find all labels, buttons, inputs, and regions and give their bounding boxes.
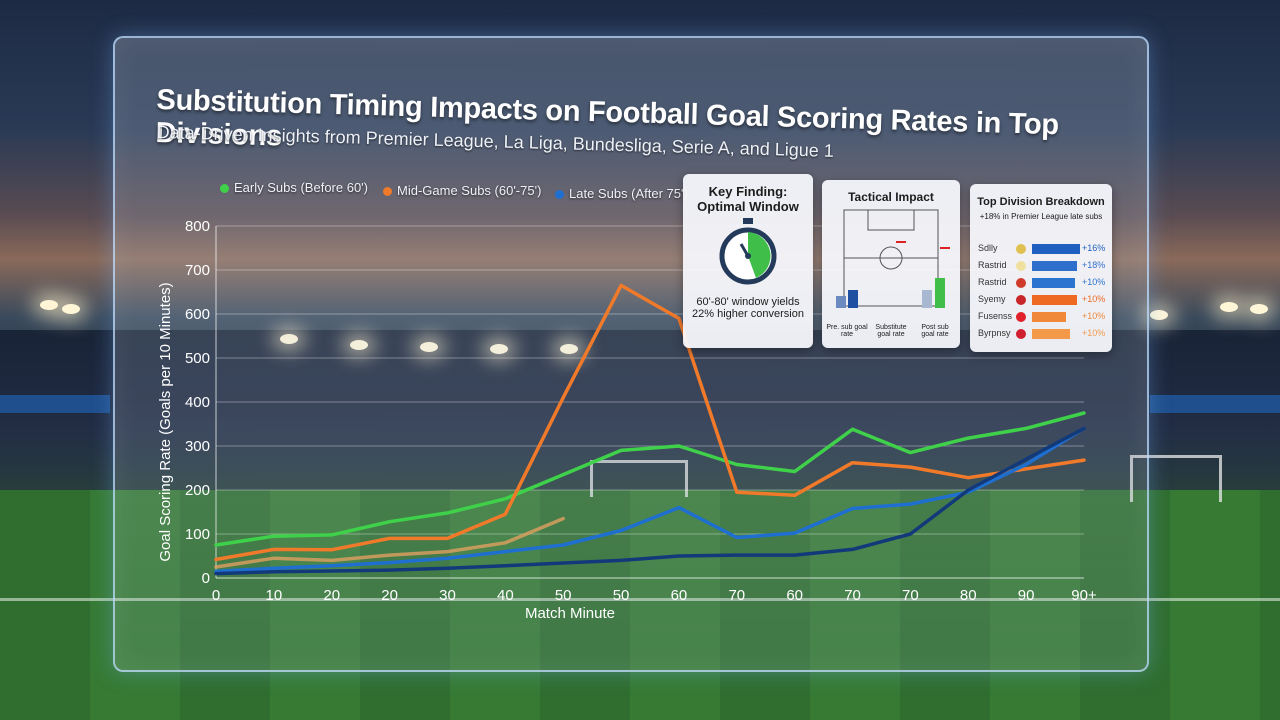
breakdown-row: Rastrid +18% [978,259,1106,273]
legend-label-early: Early Subs (Before 60') [234,180,368,195]
breakdown-team: Rastrid [978,277,1007,287]
ad-board-left [0,395,110,413]
breakdown-row: Rastrid +10% [978,276,1106,290]
y-tick-label: 700 [185,262,210,279]
tactical-title: Tactical Impact [848,190,934,204]
series-line-mid [214,283,1086,562]
key-finding-title-2: Optimal Window [697,199,799,214]
x-axis-label: Match Minute [525,605,615,622]
key-finding-title-1: Key Finding: [708,184,788,199]
y-tick-label: 400 [185,394,210,411]
key-finding-line-2: 22% higher conversion [692,308,804,320]
tactical-pitch-diagram [836,209,950,308]
y-tick-label: 0 [202,570,210,587]
tactical-label-pre: Pre. sub goal rate [826,324,868,338]
key-finding-line-1: 60'-80' window yields [696,296,800,308]
breakdown-note: +18% in Premier League late subs [979,212,1103,221]
club-crest-icon [1016,329,1026,339]
breakdown-team: Rastrid [978,260,1007,270]
legend-item-late: Late Subs (After 75') [555,186,688,201]
x-tick-label: 70 [902,587,919,604]
club-crest-icon [1016,295,1026,305]
x-tick-label: 60 [786,587,803,604]
breakdown-bar [1032,295,1077,305]
legend-item-early: Early Subs (Before 60') [220,180,368,195]
x-tick-label: 50 [613,587,630,604]
x-tick-label: 30 [439,587,456,604]
breakdown-bar [1032,261,1077,271]
y-tick-label: 100 [185,526,210,543]
y-tick-label: 200 [185,482,210,499]
breakdown-row: Syemy +10% [978,293,1106,307]
chart-legend: Early Subs (Before 60') Mid-Game Subs (6… [220,180,700,210]
tactical-labels: Pre. sub goal rate Substitute goal rate … [826,324,956,346]
breakdown-value: +10% [1082,311,1106,321]
x-tick-label: 20 [381,587,398,604]
x-tick-label: 20 [323,587,340,604]
breakdown-team: Syemy [978,294,1006,304]
breakdown-team: Sdlly [978,243,998,253]
x-tick-label: 40 [497,587,514,604]
y-tick-label: 500 [185,350,210,367]
x-tick-label: 90+ [1071,587,1097,604]
breakdown-row: Byrpnsy +10% [978,327,1106,341]
key-finding-card: Key Finding: Optimal Window 60'-80' wind… [683,174,813,348]
pitch-line [0,598,1280,601]
breakdown-value: +10% [1082,294,1106,304]
x-tick-label: 70 [728,587,745,604]
y-tick-label: 300 [185,438,210,455]
breakdown-row: Fusenss +10% [978,310,1106,324]
x-tick-label: 10 [266,587,283,604]
x-tick-label: 0 [212,587,220,604]
stopwatch-icon [719,218,777,285]
stadium-stands [0,330,1280,500]
y-axis-label: Goal Scoring Rate (Goals per 10 Minutes) [157,282,174,561]
breakdown-bar [1032,244,1080,254]
goal-post-right [1130,455,1222,502]
breakdown-title: Top Division Breakdown [977,196,1105,208]
pitch [0,490,1280,720]
tactical-label-post: Post sub goal rate [921,324,949,338]
goal-post [590,460,688,497]
club-crest-icon [1016,244,1026,254]
breakdown-value: +10% [1082,277,1106,287]
ad-board-right [1150,395,1280,413]
breakdown-value: +10% [1082,328,1106,338]
x-tick-label: 80 [960,587,977,604]
breakdown-team: Fusenss [978,311,1013,321]
club-crest-icon [1016,312,1026,322]
division-breakdown-card: Top Division Breakdown +18% in Premier L… [970,184,1112,352]
breakdown-value: +16% [1082,243,1106,253]
legend-label-mid: Mid-Game Subs (60'-75') [397,183,542,198]
x-tick-label: 70 [844,587,861,604]
legend-swatch-early [220,184,229,194]
series-line-early [214,411,1086,547]
legend-swatch-mid [383,187,392,197]
series-line-late [214,426,1086,574]
breakdown-bar [1032,329,1070,339]
club-crest-icon [1016,278,1026,288]
tactical-impact-card: Tactical Impact Pre. sub goal rate Subst… [822,180,960,348]
y-tick-label: 600 [185,306,210,323]
floodlights [0,300,1280,354]
breakdown-team: Byrpnsy [978,328,1011,338]
legend-item-mid: Mid-Game Subs (60'-75') [383,183,541,198]
y-tick-label: 800 [185,218,210,235]
series-line-dark [214,426,1086,576]
breakdown-bar [1032,278,1075,288]
tactical-label-sub: Substitute goal rate [875,324,907,338]
breakdown-row: Sdlly +16% [978,242,1106,256]
x-tick-label: 50 [555,587,572,604]
x-tick-label: 90 [1018,587,1035,604]
x-tick-label: 60 [671,587,688,604]
club-crest-icon [1016,261,1026,271]
glass-panel [113,36,1149,672]
legend-label-late: Late Subs (After 75') [569,186,688,201]
series-line-faded [214,516,565,569]
breakdown-value: +18% [1082,260,1106,270]
breakdown-bar [1032,312,1066,322]
legend-swatch-late [555,190,564,200]
